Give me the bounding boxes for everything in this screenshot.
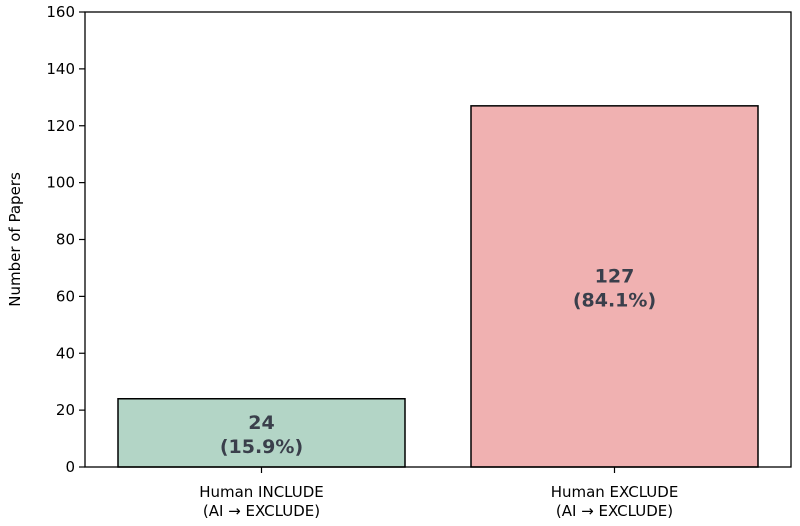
bars-group	[117, 105, 759, 468]
y-axis: 0 20 40 60 80 100 120 140 160	[46, 3, 85, 476]
bar-value-label: 24 (15.9%)	[220, 412, 303, 458]
bar-value-label: 127 (84.1%)	[573, 265, 656, 311]
y-tick-label: 80	[56, 231, 75, 249]
y-tick-label: 20	[56, 401, 75, 419]
y-axis-label: Number of Papers	[6, 172, 24, 307]
bar	[117, 398, 406, 468]
y-tick-label: 160	[46, 3, 75, 21]
bar-labels: 24 (15.9%) 127 (84.1%)	[220, 265, 656, 457]
y-tick-label: 140	[46, 60, 75, 78]
bar	[470, 105, 759, 468]
x-tick-label: Human EXCLUDE (AI → EXCLUDE)	[551, 483, 679, 520]
x-axis: Human INCLUDE (AI → EXCLUDE) Human EXCLUDE…	[199, 467, 678, 520]
y-tick-label: 120	[46, 117, 75, 135]
y-tick-label: 100	[46, 174, 75, 192]
y-tick-label: 40	[56, 344, 75, 362]
x-tick-label: Human INCLUDE (AI → EXCLUDE)	[199, 483, 324, 520]
y-tick-label: 60	[56, 287, 75, 305]
y-tick-label: 0	[65, 458, 75, 476]
